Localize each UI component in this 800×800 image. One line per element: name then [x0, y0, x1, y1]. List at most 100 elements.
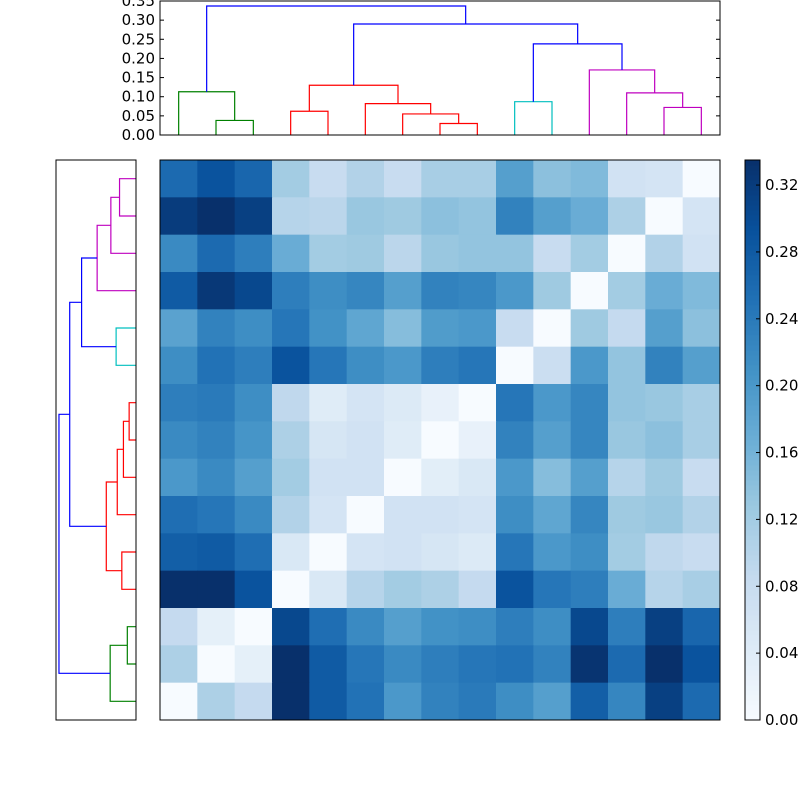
colorbar-swatch	[745, 185, 760, 191]
heatmap-cell	[272, 533, 310, 572]
left-dendrogram	[55, 159, 137, 721]
heatmap-cell	[384, 234, 422, 273]
heatmap-cell	[533, 570, 572, 609]
heatmap-cell	[533, 346, 572, 385]
heatmap-cell	[384, 197, 422, 236]
heatmap-cell	[160, 272, 198, 310]
heatmap-cell	[160, 570, 198, 609]
heatmap-cell	[645, 272, 684, 310]
heatmap-cell	[160, 309, 198, 348]
heatmap-cell	[645, 682, 684, 721]
heatmap-cell	[570, 346, 609, 385]
heatmap-cell	[234, 234, 273, 273]
colorbar-swatch	[745, 495, 760, 501]
colorbar-swatch	[745, 440, 760, 446]
heatmap-cell	[645, 234, 684, 273]
left-dendrogram-link	[121, 551, 136, 590]
heatmap-cell	[272, 272, 310, 310]
colorbar-swatch	[745, 630, 760, 636]
y-tick-label: 0.25	[122, 30, 155, 48]
heatmap-cell	[608, 272, 646, 310]
colorbar-swatch	[745, 540, 760, 546]
heatmap-cell	[234, 682, 273, 721]
heatmap-cell	[384, 570, 422, 609]
colorbar-swatch	[745, 640, 760, 646]
colorbar-tick-label: 0.32	[765, 176, 798, 194]
y-tick-label: 0.35	[122, 0, 155, 10]
heatmap-cell	[309, 682, 348, 721]
heatmap-cell	[309, 197, 348, 236]
heatmap-cell	[533, 645, 572, 684]
heatmap-cell	[309, 570, 348, 609]
colorbar-swatch	[745, 700, 760, 706]
colorbar-swatch	[745, 400, 760, 406]
heatmap-cell	[384, 384, 422, 422]
heatmap-cell	[346, 346, 385, 385]
top-dendrogram-link	[402, 113, 460, 135]
colorbar-tick-label: 0.00	[765, 711, 798, 729]
heatmap-cell	[682, 197, 721, 236]
colorbar-swatch	[745, 255, 760, 261]
top-dendrogram-link	[353, 23, 579, 86]
heatmap-cell	[309, 234, 348, 273]
heatmap-cell	[309, 496, 348, 534]
colorbar-swatch	[745, 330, 760, 336]
top-dendrogram-link	[215, 119, 254, 135]
heatmap-cell	[496, 570, 534, 609]
heatmap-cell	[496, 346, 534, 385]
heatmap-cell	[533, 234, 572, 273]
colorbar-swatch	[745, 585, 760, 591]
y-tick-label: 0.10	[122, 88, 155, 106]
y-tick-label: 0.05	[122, 107, 155, 125]
heatmap-cell	[608, 234, 646, 273]
top-dendrogram-link	[626, 92, 684, 135]
colorbar-swatch	[745, 220, 760, 226]
heatmap-cell	[197, 384, 236, 422]
colorbar-swatch	[745, 705, 760, 711]
colorbar-tick-label: 0.04	[765, 644, 798, 662]
colorbar-swatch	[745, 565, 760, 571]
heatmap-cell	[160, 234, 198, 273]
heatmap-cell	[682, 608, 721, 646]
heatmap-cell	[570, 234, 609, 273]
colorbar-swatch	[745, 375, 760, 381]
colorbar-swatch	[745, 430, 760, 436]
colorbar-swatch	[745, 235, 760, 241]
heatmap-cell	[645, 346, 684, 385]
heatmap-cell	[160, 496, 198, 534]
colorbar-swatch	[745, 415, 760, 421]
heatmap-cell	[533, 421, 572, 460]
colorbar-swatch	[745, 475, 760, 481]
heatmap-cell	[570, 458, 609, 497]
colorbar-swatch	[745, 525, 760, 531]
colorbar-swatch	[745, 165, 760, 171]
colorbar-swatch	[745, 650, 760, 656]
heatmap-cell	[346, 682, 385, 721]
colorbar-swatch	[745, 340, 760, 346]
heatmap-cell	[645, 570, 684, 609]
heatmap-cell	[197, 570, 236, 609]
colorbar-swatch	[745, 480, 760, 486]
heatmap-cell	[496, 608, 534, 646]
heatmap-cell	[496, 458, 534, 497]
left-dendrogram-link	[58, 413, 111, 674]
heatmap-cell	[160, 421, 198, 460]
heatmap-cell	[421, 608, 460, 646]
colorbar-swatch	[745, 595, 760, 601]
colorbar-swatch	[745, 675, 760, 681]
heatmap-cell	[384, 496, 422, 534]
heatmap-cell	[421, 309, 460, 348]
heatmap-cell	[421, 682, 460, 721]
heatmap-cell	[682, 160, 721, 198]
colorbar-swatch	[745, 200, 760, 206]
heatmap-cell	[570, 272, 609, 310]
y-tick-label: 0.15	[122, 69, 155, 87]
colorbar-swatch	[745, 195, 760, 201]
heatmap-cell	[682, 384, 721, 422]
heatmap-cell	[421, 160, 460, 198]
colorbar-swatch	[745, 625, 760, 631]
heatmap-cell	[272, 608, 310, 646]
top-dendrogram-link	[514, 101, 553, 135]
left-dendrogram-link	[105, 481, 122, 572]
colorbar-swatch	[745, 420, 760, 426]
